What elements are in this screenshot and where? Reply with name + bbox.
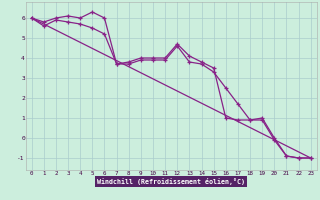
X-axis label: Windchill (Refroidissement éolien,°C): Windchill (Refroidissement éolien,°C)	[97, 178, 245, 185]
